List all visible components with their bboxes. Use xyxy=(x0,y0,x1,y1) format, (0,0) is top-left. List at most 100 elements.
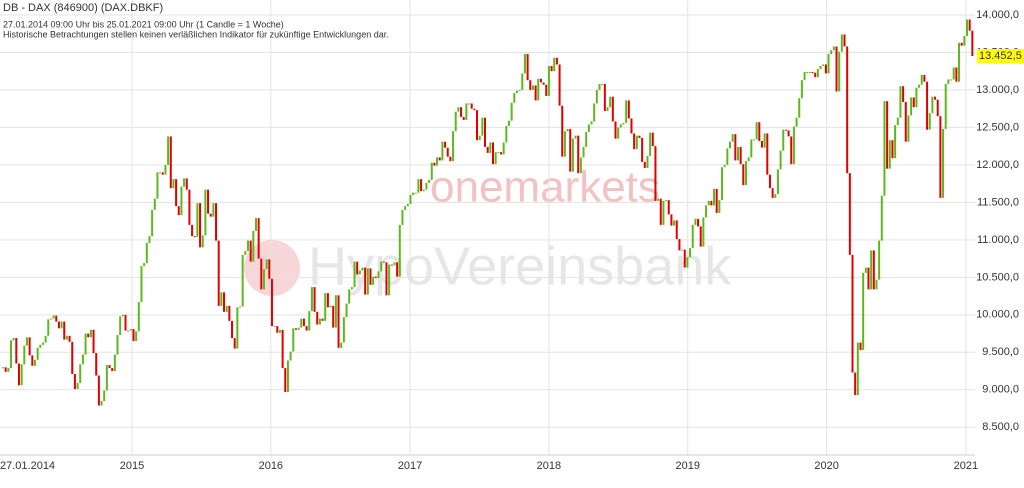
candle xyxy=(619,124,622,128)
candle xyxy=(550,65,553,72)
candle xyxy=(497,152,500,154)
candle xyxy=(9,340,12,369)
y-tick-label: 12.500,0 xyxy=(976,121,1019,133)
candle xyxy=(473,108,476,111)
candle xyxy=(803,71,806,81)
candle xyxy=(587,124,590,132)
x-tick-label: 2021 xyxy=(954,460,978,472)
x-tick-label: 27.01.2014 xyxy=(0,460,55,472)
candle xyxy=(928,113,931,130)
candle xyxy=(215,203,218,241)
watermark: onemarkets xyxy=(430,163,660,212)
y-tick-label: 10.000,0 xyxy=(976,309,1019,321)
candle xyxy=(313,287,316,312)
candle xyxy=(494,152,497,165)
candle xyxy=(388,264,391,296)
candle xyxy=(752,139,755,141)
candle xyxy=(244,251,247,255)
x-tick-label: 2017 xyxy=(398,460,422,472)
candle xyxy=(931,96,934,114)
candle xyxy=(662,200,665,225)
candle xyxy=(47,319,50,336)
candle xyxy=(750,139,753,158)
candle xyxy=(217,240,220,306)
candle xyxy=(561,105,564,157)
candle xyxy=(249,240,252,262)
candle xyxy=(577,135,580,174)
candle xyxy=(955,67,958,82)
candle xyxy=(254,218,257,231)
candle xyxy=(129,329,132,331)
candle xyxy=(177,206,180,216)
candle xyxy=(808,71,811,73)
candle xyxy=(183,178,186,187)
candle xyxy=(233,338,236,349)
candle xyxy=(598,83,601,90)
candle xyxy=(465,103,468,120)
x-tick-label: 2016 xyxy=(259,460,283,472)
candle xyxy=(422,189,425,192)
candle xyxy=(87,333,90,338)
candle xyxy=(369,268,372,285)
candle xyxy=(947,79,950,84)
candle xyxy=(262,269,265,290)
candle xyxy=(430,162,433,180)
candle xyxy=(449,156,452,162)
watermark: HypoVereinsbank xyxy=(308,236,732,296)
candle xyxy=(412,192,415,195)
y-tick-label: 8.500,0 xyxy=(982,421,1019,433)
x-tick-label: 2018 xyxy=(537,460,561,472)
candle xyxy=(697,218,700,227)
candle xyxy=(710,200,713,206)
candle xyxy=(606,107,609,111)
candle xyxy=(609,96,612,108)
candle xyxy=(97,375,100,406)
candle xyxy=(220,292,223,306)
candle xyxy=(926,81,929,130)
candle xyxy=(377,271,380,279)
candle xyxy=(145,242,148,264)
candle xyxy=(23,345,26,365)
candle xyxy=(340,342,343,348)
candle xyxy=(156,172,159,199)
candle xyxy=(41,342,44,345)
candle xyxy=(28,337,31,356)
candle xyxy=(800,80,803,99)
candle xyxy=(585,131,588,147)
candle xyxy=(683,249,686,268)
candle xyxy=(971,30,974,57)
candle xyxy=(268,259,271,279)
candle xyxy=(462,116,465,120)
candle xyxy=(958,42,961,82)
candle xyxy=(185,178,188,190)
candle xyxy=(771,188,774,198)
candle xyxy=(846,46,849,174)
candle xyxy=(915,87,918,108)
candle xyxy=(878,240,881,280)
candle xyxy=(851,254,854,373)
candle xyxy=(883,101,886,196)
candle xyxy=(223,292,226,312)
candle xyxy=(526,53,529,81)
candle xyxy=(830,50,833,54)
candle xyxy=(571,138,574,172)
candle xyxy=(396,262,399,277)
candle xyxy=(481,117,484,136)
candle xyxy=(20,364,23,386)
candle xyxy=(739,146,742,165)
candle xyxy=(659,198,662,225)
candle xyxy=(859,342,862,351)
candle xyxy=(278,329,281,333)
candle xyxy=(71,341,74,375)
candle xyxy=(627,100,630,119)
candle xyxy=(907,115,910,142)
candle xyxy=(798,98,801,118)
candle xyxy=(766,133,769,175)
candle xyxy=(960,42,963,46)
candle xyxy=(81,354,84,365)
candle xyxy=(148,236,151,243)
candle xyxy=(649,132,652,156)
candle xyxy=(436,157,439,166)
candle xyxy=(891,140,894,159)
candle xyxy=(358,270,361,275)
